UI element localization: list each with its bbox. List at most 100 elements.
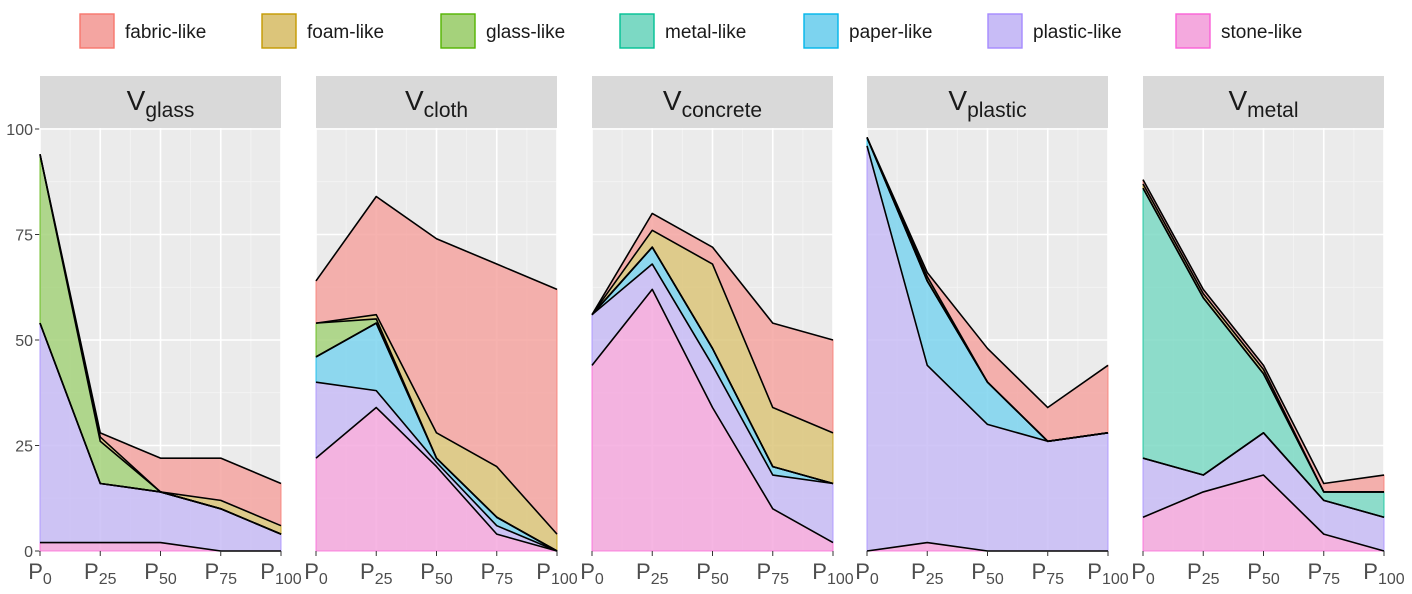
line-top-foam-like xyxy=(315,313,558,535)
line-top-glass-like xyxy=(591,246,834,485)
x-axis: P0 P25 P50 P75 P100 xyxy=(855,551,1129,588)
x-tick-label: P0 xyxy=(1131,559,1155,588)
panel-plastic: Vplastic P0 P25 P50 P75 P100 xyxy=(855,76,1129,588)
line-top-fabric-like xyxy=(39,154,282,485)
facet-strip xyxy=(316,76,557,128)
line-top-fabric-like xyxy=(866,137,1109,409)
y-tick-label: 25 xyxy=(15,439,33,456)
line-top-stone-like xyxy=(40,541,281,552)
x-tick-label: P75 xyxy=(205,559,238,588)
facet-strip xyxy=(1143,76,1384,128)
line-top-foam-like xyxy=(591,229,834,434)
legend-key-paper-like xyxy=(803,13,839,49)
x-tick-label: P100 xyxy=(1363,559,1404,588)
facet-title: Vconcrete xyxy=(663,85,762,122)
x-tick-label: P100 xyxy=(536,559,577,588)
x-axis: P0 P25 P50 P75 P100 xyxy=(304,551,578,588)
facet-title-sub: plastic xyxy=(967,99,1027,122)
x-tick-label: P25 xyxy=(911,559,944,588)
facet-title-sub: cloth xyxy=(424,99,468,122)
facet-title-base: V xyxy=(127,85,146,116)
x-tick-label: P25 xyxy=(636,559,669,588)
line-top-plastic-like xyxy=(591,263,834,485)
legend-label-paper-like: paper-like xyxy=(849,22,932,43)
facet-title: Vcloth xyxy=(405,85,468,122)
x-tick-label: P75 xyxy=(1032,559,1065,588)
x-axis: P0 P25 P50 P75 P100 xyxy=(28,551,302,588)
x-tick-label: P50 xyxy=(144,559,177,588)
panel-glass: Vglass P0 P25 P50 P75 P100 xyxy=(28,76,302,588)
x-tick-label: P100 xyxy=(1087,559,1128,588)
x-tick-label: P0 xyxy=(580,559,604,588)
facet-title-sub: glass xyxy=(145,99,194,122)
x-tick-label: P75 xyxy=(481,559,514,588)
legend-key-foam-like xyxy=(261,13,297,49)
line-top-foam-like xyxy=(1142,183,1384,493)
y-tick-label: 0 xyxy=(24,544,33,561)
line-top-stone-like xyxy=(315,406,558,552)
x-tick-label: P0 xyxy=(28,559,52,588)
facet-title: Vmetal xyxy=(1228,85,1298,122)
facet-strip xyxy=(40,76,281,128)
facet-title-base: V xyxy=(948,85,967,116)
legend-label-plastic-like: plastic-like xyxy=(1033,22,1122,43)
y-tick-label: 100 xyxy=(6,122,33,139)
panel-concrete: Vconcrete P0 P25 P50 P75 P100 xyxy=(580,76,854,588)
line-top-fabric-like xyxy=(315,195,558,291)
facet-title-sub: concrete xyxy=(682,99,763,122)
x-tick-label: P75 xyxy=(1308,559,1341,588)
x-tick-label: P50 xyxy=(696,559,729,588)
x-tick-label: P0 xyxy=(304,559,328,588)
legend-key-glass-like xyxy=(440,13,476,49)
x-tick-label: P25 xyxy=(1187,559,1220,588)
y-tick-label: 75 xyxy=(15,228,33,245)
x-tick-label: P50 xyxy=(1247,559,1280,588)
legend: fabric-like foam-like glass-like metal-like… xyxy=(79,13,1302,49)
facet-strip xyxy=(867,76,1108,128)
x-tick-label: P25 xyxy=(84,559,117,588)
panel-cloth: Vcloth P0 P25 P50 P75 P100 xyxy=(304,76,578,588)
legend-key-plastic-like xyxy=(987,13,1023,49)
panel-metal: Vmetal P0 P25 P50 P75 P100 xyxy=(1131,76,1405,588)
boundary-lines xyxy=(591,212,834,544)
facet-title-sub: metal xyxy=(1247,99,1298,122)
facet-title-base: V xyxy=(405,85,424,116)
boundary-lines xyxy=(866,137,1109,552)
line-top-stone-like xyxy=(591,288,834,544)
x-tick-label: P50 xyxy=(971,559,1004,588)
line-top-fabric-like xyxy=(1142,179,1385,485)
legend-key-stone-like xyxy=(1175,13,1211,49)
facet-title-base: V xyxy=(663,85,682,116)
x-axis: P0 P25 P50 P75 P100 xyxy=(1131,551,1405,588)
facet-title: Vglass xyxy=(127,85,195,122)
facet-title-base: V xyxy=(1228,85,1247,116)
x-tick-label: P100 xyxy=(812,559,853,588)
boundary-lines xyxy=(39,154,282,552)
x-tick-label: P25 xyxy=(360,559,393,588)
line-top-foam-like xyxy=(866,137,1109,443)
legend-label-glass-like: glass-like xyxy=(486,22,565,43)
y-axis: 0 25 50 75 100 xyxy=(6,122,40,561)
legend-label-fabric-like: fabric-like xyxy=(125,22,206,43)
x-tick-label: P0 xyxy=(855,559,879,588)
line-top-glass-like xyxy=(315,318,558,552)
facet-title: Vplastic xyxy=(948,85,1026,122)
line-top-plastic-like xyxy=(315,381,558,552)
x-axis: P0 P25 P50 P75 P100 xyxy=(580,551,854,588)
legend-label-stone-like: stone-like xyxy=(1221,22,1302,43)
x-tick-label: P100 xyxy=(260,559,301,588)
legend-label-metal-like: metal-like xyxy=(665,22,746,43)
y-tick-label: 50 xyxy=(15,333,33,350)
x-tick-label: P50 xyxy=(420,559,453,588)
legend-key-metal-like xyxy=(619,13,655,49)
line-top-fabric-like xyxy=(591,212,834,341)
boundary-lines xyxy=(315,195,558,552)
legend-label-foam-like: foam-like xyxy=(307,22,384,43)
line-top-stone-like xyxy=(1142,474,1385,552)
facet-strip xyxy=(592,76,833,128)
x-tick-label: P75 xyxy=(757,559,790,588)
legend-key-fabric-like xyxy=(79,13,115,49)
boundary-lines xyxy=(1142,179,1385,552)
line-top-paper-like xyxy=(1142,432,1385,519)
